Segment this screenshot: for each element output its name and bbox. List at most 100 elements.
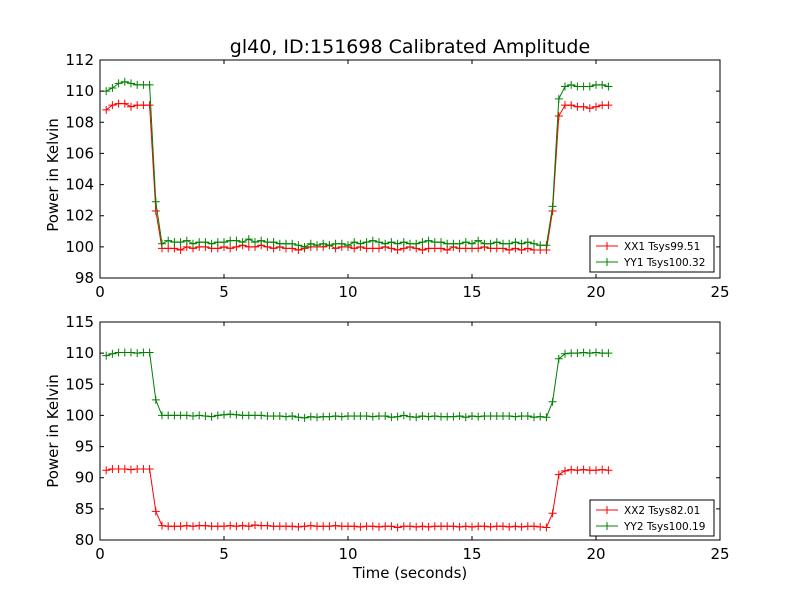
top-series-1-marker (127, 102, 135, 111)
bottom-series-2-marker (232, 410, 241, 419)
bottom-series-2-marker (133, 349, 142, 358)
bottom-series-1-marker (368, 522, 377, 531)
bottom-series-2-marker (195, 411, 204, 420)
top-series-1-marker (176, 245, 185, 254)
bottom-series-2-marker (182, 411, 191, 420)
bottom-series-1-marker (486, 522, 495, 531)
bottom-series-2-marker (337, 412, 346, 421)
bottom-series-2-marker (554, 354, 563, 363)
top-series-line-2 (105, 81, 609, 248)
bottom-y-tick-label: 100 (65, 406, 94, 424)
bottom-x-tick-label: 10 (338, 545, 357, 563)
bottom-series-2-marker (474, 412, 483, 421)
top-series-2-marker (554, 94, 563, 103)
bottom-series-2-marker (300, 413, 309, 422)
bottom-series-2-marker (145, 348, 154, 357)
top-series-1-marker (145, 101, 154, 110)
top-series-1-marker (418, 245, 427, 254)
top-series-1-marker (592, 102, 600, 111)
bottom-series-1-marker (554, 470, 563, 479)
bottom-series-2-marker (275, 412, 284, 421)
bottom-y-axis-label: Power in Kelvin (44, 374, 62, 488)
bottom-series-2-marker (399, 411, 408, 420)
top-series-2-marker (269, 238, 278, 247)
bottom-series-1-marker (424, 522, 433, 531)
bottom-series-1-marker (393, 523, 402, 532)
top-series-2-marker (523, 238, 532, 247)
top-series-2-marker (375, 238, 383, 247)
bottom-series-1-marker (449, 522, 458, 531)
bottom-x-tick-label: 0 (95, 545, 105, 563)
top-series-2-marker (108, 84, 117, 93)
bottom-series-2-marker (282, 412, 290, 421)
bottom-series-1-marker (300, 522, 309, 531)
top-series-2-marker (313, 241, 321, 250)
bottom-x-tick-label: 5 (219, 545, 229, 563)
bottom-series-2-marker (368, 412, 377, 421)
top-series-2-marker (461, 238, 470, 247)
bottom-series-2-marker (412, 413, 421, 422)
top-series-2-marker (418, 238, 427, 247)
bottom-series-1-marker (263, 521, 272, 530)
top-series-2-marker (492, 238, 501, 247)
top-series-2-marker (393, 239, 402, 248)
top-series-1-marker (108, 101, 117, 110)
top-series-1-marker (554, 112, 563, 121)
bottom-series-1-marker (418, 522, 427, 531)
top-series-1-marker (102, 105, 111, 114)
top-legend-box (589, 235, 715, 273)
bottom-legend-label-2: YY2 Tsys100.19 (623, 521, 705, 533)
bottom-series-2-marker (548, 397, 557, 406)
top-x-tick-label: 10 (338, 283, 357, 301)
top-series-1-marker (120, 99, 129, 108)
bottom-series-1-marker (331, 521, 340, 530)
bottom-series-2-marker (461, 413, 470, 422)
top-series-2-marker (356, 239, 365, 248)
top-series-1-marker (579, 102, 588, 111)
bottom-legend-box (589, 499, 715, 537)
bottom-series-2-marker (511, 412, 520, 421)
bottom-series-1-marker (517, 522, 526, 531)
bottom-series-2-marker (151, 395, 160, 404)
bottom-series-2-marker (418, 412, 427, 421)
top-series-1-marker (604, 101, 613, 110)
top-y-tick-label: 104 (65, 176, 94, 194)
bottom-series-1-marker (356, 522, 365, 531)
bottom-series-2-marker (530, 413, 538, 422)
top-series-2-marker (158, 239, 166, 248)
bottom-series-2-marker (604, 349, 613, 358)
top-axes-frame (99, 59, 721, 279)
bottom-series-2-marker (294, 413, 303, 422)
top-series-2-marker (176, 238, 185, 247)
bottom-series-1-marker (201, 521, 210, 530)
top-series-2-marker (548, 202, 557, 211)
top-series-2-marker (350, 238, 359, 247)
top-x-tick-label: 5 (219, 283, 229, 301)
bottom-series-1-marker (127, 465, 135, 474)
bottom-series-1-marker (468, 522, 476, 531)
top-series-2-marker (511, 238, 520, 247)
bottom-series-2-marker (573, 349, 582, 358)
bottom-panel: Power in Kelvin Time (seconds) 0 5 10 15 20 2… (44, 313, 730, 582)
bottom-series-2-marker (207, 412, 216, 421)
bottom-series-2-marker (306, 412, 315, 421)
top-series-2-marker (145, 80, 154, 89)
bottom-series-1-marker (251, 521, 259, 530)
bottom-y-tick-label: 105 (65, 375, 94, 393)
top-series-2-marker (585, 82, 594, 91)
top-series-2-marker (567, 80, 576, 89)
bottom-series-1-marker (158, 521, 166, 530)
bottom-series-2-marker (313, 413, 321, 422)
top-series-2-marker (344, 241, 352, 250)
top-x-tick-label: 20 (586, 283, 605, 301)
bottom-series-2-marker (127, 348, 135, 357)
top-series-2-marker (151, 197, 160, 206)
bottom-series-1-marker (505, 522, 514, 531)
bottom-legend-swatch-1 (596, 506, 618, 514)
top-series-2-marker (598, 80, 607, 89)
bottom-y-tick-label: 115 (65, 313, 94, 331)
top-x-tick-label: 25 (710, 283, 729, 301)
bottom-series-1-marker (412, 522, 421, 531)
top-legend-swatch-1 (596, 242, 618, 250)
bottom-series-2-marker (220, 410, 228, 419)
